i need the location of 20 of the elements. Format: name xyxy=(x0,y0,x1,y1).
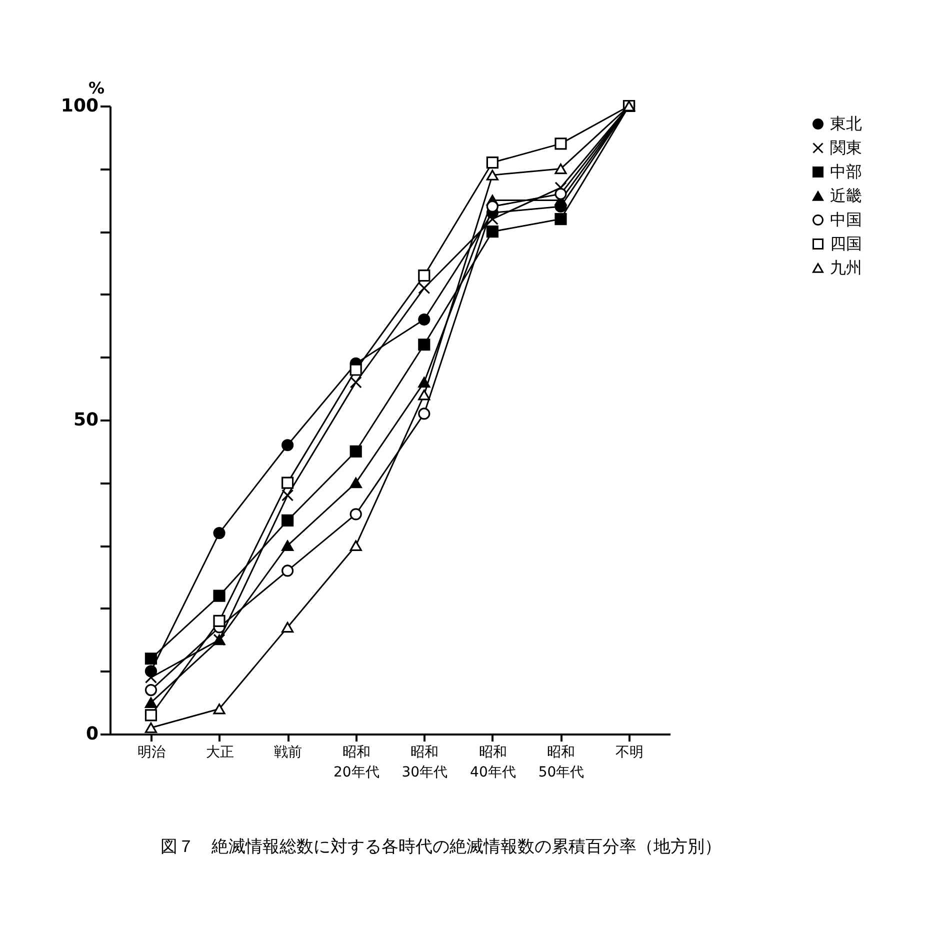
x-tick-label: 戦前 xyxy=(274,744,302,760)
y-tick-label: 50 xyxy=(73,410,98,430)
text: 図７ 絶滅情報総数に対する各時代の絶滅情報数の累積百分率（地方別） xyxy=(160,837,722,857)
legend-label: 中国 xyxy=(830,210,862,229)
x-tick-label: 昭和 30年代 xyxy=(402,744,448,780)
x-tick-label: 明治 xyxy=(137,744,166,760)
x-tick-label: 大正 xyxy=(206,744,234,760)
x-tick-label: 昭和 20年代 xyxy=(333,744,380,780)
y-tick-label: 0 xyxy=(86,724,98,744)
y-axis-title: % xyxy=(88,78,105,98)
x-tick-label: 昭和 50年代 xyxy=(538,744,584,780)
y-tick-label: 100 xyxy=(60,96,98,116)
x-tick-label: 昭和 40年代 xyxy=(470,744,516,780)
legend-label: 四国 xyxy=(830,234,862,253)
x-tick-label: 不明 xyxy=(616,744,644,760)
legend-label: 東北 xyxy=(830,114,862,133)
legend-label: 九州 xyxy=(830,258,862,277)
legend-label: 関東 xyxy=(830,138,862,157)
legend-label: 近畿 xyxy=(830,186,862,205)
legend-label: 中部 xyxy=(830,162,862,181)
